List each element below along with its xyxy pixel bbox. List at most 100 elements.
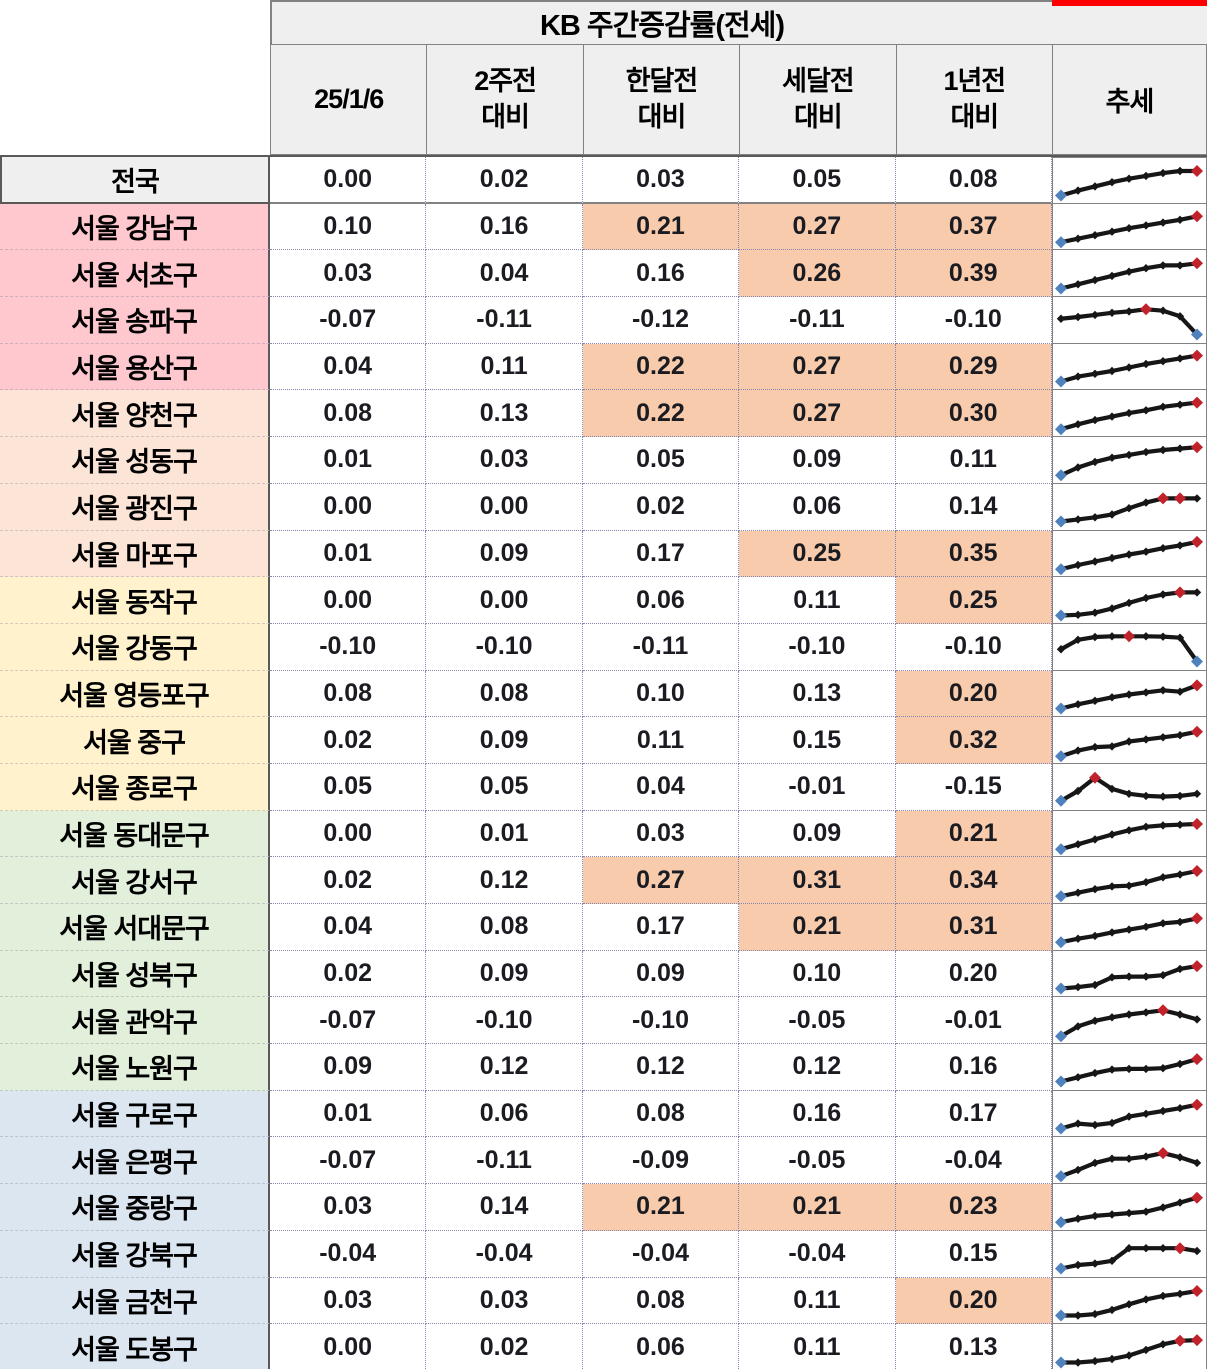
- sparkline-point-icon: [1124, 1010, 1134, 1019]
- sparkline-peak-marker-icon: [1190, 1284, 1203, 1297]
- value-cell: 0.11: [739, 1277, 896, 1325]
- value-cell: 0.16: [426, 203, 583, 251]
- red-top-bar: [1052, 0, 1207, 6]
- value-cell: 0.03: [426, 1277, 583, 1325]
- value-cell: 0.09: [426, 530, 583, 578]
- sparkline-peak-marker-icon: [1173, 1242, 1186, 1255]
- sparkline-point-icon: [1107, 1012, 1117, 1022]
- sparkline-start-marker-icon: [1054, 515, 1067, 528]
- sparkline-point-icon: [1090, 608, 1100, 617]
- value-cell: 0.02: [270, 950, 427, 998]
- sparkline-start-marker-icon: [1054, 936, 1067, 949]
- value-cell: 0.13: [895, 1324, 1052, 1369]
- sparkline-start-marker-icon: [1054, 843, 1067, 856]
- sparkline-point-icon: [1175, 354, 1185, 363]
- sparkline-point-icon: [1107, 1354, 1117, 1363]
- column-headers: 25/1/6 2주전 대비 한달전 대비 세달전 대비 1년전 대비: [270, 44, 1052, 155]
- sparkline-peak-marker-icon: [1190, 257, 1203, 270]
- column-header-3: 세달전 대비: [739, 44, 896, 155]
- value-cell: 0.20: [895, 950, 1052, 998]
- sparkline-point-icon: [1107, 366, 1117, 376]
- column-header-2: 한달전 대비: [582, 44, 740, 155]
- value-cell: 0.31: [739, 857, 896, 904]
- value-cell: -0.04: [426, 1230, 583, 1278]
- sparkline-point-icon: [1107, 632, 1117, 641]
- value-cell: -0.11: [582, 623, 740, 671]
- sparkline-point-icon: [1175, 312, 1185, 321]
- trend-sparkline: [1051, 857, 1207, 904]
- value-cell: 0.21: [895, 810, 1052, 858]
- value-cell: 0.21: [582, 1184, 740, 1231]
- trend-sparkline-chart: [1054, 396, 1203, 435]
- value-cell: 0.02: [582, 483, 740, 531]
- sparkline-peak-marker-icon: [1190, 441, 1203, 454]
- trend-sparkline-chart: [1054, 164, 1203, 202]
- sparkline-point-icon: [1141, 1244, 1151, 1253]
- value-cell: 0.10: [739, 950, 896, 998]
- sparkline-point-icon: [1090, 557, 1100, 566]
- row-label: 서울 종로구: [0, 763, 270, 811]
- sparkline-point-icon: [1141, 359, 1151, 369]
- row-label: 서울 금천구: [0, 1277, 270, 1325]
- sparkline-point-icon: [1090, 231, 1100, 240]
- sparkline-point-icon: [1090, 980, 1100, 990]
- sparkline-point-icon: [1141, 593, 1151, 602]
- trend-sparkline: [1051, 483, 1207, 531]
- value-cell: 0.16: [582, 250, 740, 298]
- sparkline-point-icon: [1124, 1065, 1134, 1074]
- sparkline-point-icon: [1124, 972, 1134, 981]
- row-label: 서울 광진구: [0, 483, 270, 531]
- sparkline-peak-marker-icon: [1173, 1334, 1186, 1347]
- row-label: 서울 양천구: [0, 390, 270, 438]
- sparkline-point-icon: [1124, 451, 1134, 460]
- row-label: 서울 강남구: [0, 203, 270, 251]
- trend-sparkline: [1051, 623, 1207, 671]
- sparkline-point-icon: [1158, 1291, 1168, 1300]
- sparkline-point-icon: [1073, 745, 1083, 755]
- table-row: 서울 노원구 0.09 0.12 0.12 0.12 0.16: [0, 1044, 1207, 1091]
- value-cell: 0.10: [582, 670, 740, 718]
- table-row: 서울 강서구 0.02 0.12 0.27 0.31 0.34: [0, 857, 1207, 904]
- sparkline-point-icon: [1141, 448, 1151, 457]
- value-cell: 0.11: [895, 437, 1052, 484]
- sparkline-start-marker-icon: [1054, 1169, 1067, 1182]
- value-cell: -0.10: [739, 623, 896, 671]
- row-label: 서울 은평구: [0, 1137, 270, 1185]
- value-cell: 0.05: [582, 437, 740, 484]
- trend-sparkline-chart: [1054, 441, 1203, 482]
- value-cell: 0.06: [426, 1090, 583, 1138]
- row-label: 서울 동대문구: [0, 810, 270, 858]
- sparkline-point-icon: [1073, 934, 1083, 944]
- trend-sparkline-chart: [1054, 535, 1203, 576]
- sparkline-point-icon: [1175, 1060, 1185, 1069]
- sparkline-point-icon: [1175, 869, 1185, 879]
- table-row: 서울 강동구 -0.10 -0.10 -0.11 -0.10 -0.10: [0, 623, 1207, 671]
- sparkline-point-icon: [1073, 515, 1083, 524]
- sparkline-point-icon: [1124, 826, 1134, 835]
- trend-sparkline-chart: [1056, 303, 1203, 341]
- sparkline-point-icon: [1090, 458, 1100, 467]
- sparkline-point-icon: [1124, 690, 1134, 699]
- value-cell: -0.01: [895, 997, 1052, 1045]
- value-cell: -0.05: [739, 1137, 896, 1185]
- sparkline-peak-marker-icon: [1190, 817, 1203, 830]
- sparkline-point-icon: [1192, 1246, 1202, 1256]
- value-cell: 0.15: [895, 1230, 1052, 1278]
- sparkline-peak-marker-icon: [1088, 771, 1101, 784]
- sparkline-peak-marker-icon: [1190, 864, 1203, 877]
- table-row: 서울 중구 0.02 0.09 0.11 0.15 0.32: [0, 717, 1207, 764]
- value-cell: 0.37: [895, 203, 1052, 251]
- value-cell: -0.10: [426, 997, 583, 1045]
- trend-sparkline-chart: [1054, 912, 1203, 949]
- sparkline-start-marker-icon: [1054, 469, 1067, 482]
- value-cell: -0.10: [895, 623, 1052, 671]
- row-label: 서울 강서구: [0, 857, 270, 904]
- sparkline-point-icon: [1192, 1014, 1202, 1024]
- trend-sparkline: [1051, 530, 1207, 578]
- sparkline-point-icon: [1107, 1154, 1117, 1163]
- sparkline-point-icon: [1124, 550, 1134, 559]
- sparkline-peak-marker-icon: [1173, 492, 1186, 505]
- sparkline-start-marker-icon: [1054, 282, 1067, 295]
- sparkline-peak-marker-icon: [1190, 210, 1203, 223]
- sparkline-point-icon: [1158, 260, 1168, 270]
